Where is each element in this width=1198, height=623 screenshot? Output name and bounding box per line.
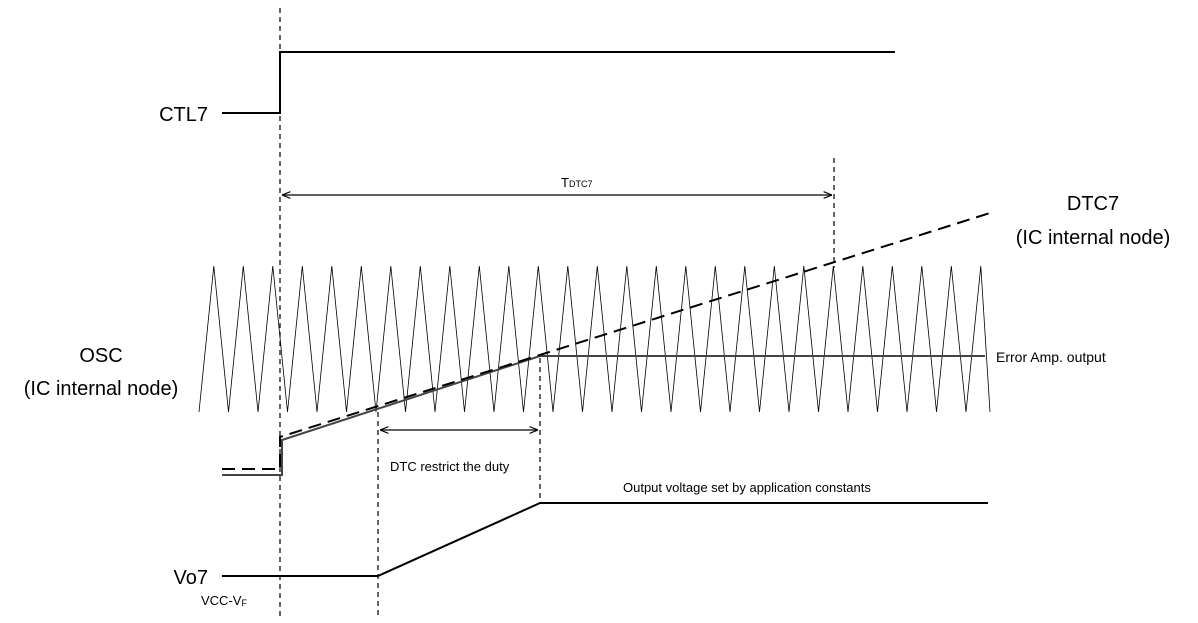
ctl7-label: CTL7 [159,104,208,126]
osc-label: OSC [79,345,122,367]
output-voltage-label: Output voltage set by application consta… [623,480,871,495]
osc-node-label: (IC internal node) [24,378,179,400]
vo7-label: Vo7 [174,567,208,589]
dtc7-node-label: (IC internal node) [1016,227,1171,249]
osc-triangle-wave [198,265,991,413]
dtc7-dashed-ramp [222,212,991,470]
error-amp-label: Error Amp. output [996,349,1106,365]
error-amp-output-line [222,355,985,476]
vcc-vf-label: VCC-VF [201,593,247,608]
tdtc7-label: TDTC7 [561,175,592,190]
vo7-waveform [222,502,988,577]
dtc-restrict-label: DTC restrict the duty [390,459,510,474]
ctl7-waveform [222,51,895,114]
dtc7-label: DTC7 [1067,193,1119,215]
